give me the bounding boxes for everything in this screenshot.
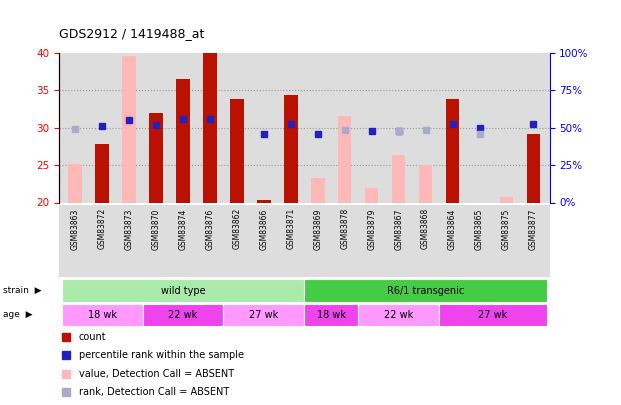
Bar <box>419 165 432 202</box>
Text: 22 wk: 22 wk <box>168 310 197 320</box>
Bar <box>61 279 304 302</box>
Bar <box>96 144 109 202</box>
Bar <box>338 116 351 202</box>
Bar <box>61 304 143 326</box>
Bar <box>257 200 271 202</box>
Bar <box>358 304 439 326</box>
Text: GSM83869: GSM83869 <box>313 208 322 249</box>
Text: GSM83871: GSM83871 <box>286 208 296 249</box>
Bar <box>304 279 547 302</box>
Text: GSM83877: GSM83877 <box>529 208 538 249</box>
Text: 18 wk: 18 wk <box>317 310 346 320</box>
Text: GSM83863: GSM83863 <box>71 208 79 249</box>
Text: GSM83874: GSM83874 <box>178 208 188 249</box>
Text: 18 wk: 18 wk <box>88 310 117 320</box>
Text: wild type: wild type <box>161 286 206 296</box>
Text: R6/1 transgenic: R6/1 transgenic <box>387 286 465 296</box>
Text: GSM83872: GSM83872 <box>97 208 107 249</box>
Bar <box>284 95 297 202</box>
Text: GSM83867: GSM83867 <box>394 208 403 249</box>
Bar <box>68 164 82 202</box>
Bar <box>224 304 304 326</box>
Text: GSM83873: GSM83873 <box>125 208 134 249</box>
Bar <box>122 56 136 202</box>
Text: 27 wk: 27 wk <box>249 310 278 320</box>
Text: 27 wk: 27 wk <box>478 310 507 320</box>
Text: value, Detection Call = ABSENT: value, Detection Call = ABSENT <box>79 369 233 379</box>
Bar <box>439 304 547 326</box>
Text: GSM83865: GSM83865 <box>475 208 484 249</box>
Text: GSM83878: GSM83878 <box>340 208 349 249</box>
Text: GSM83868: GSM83868 <box>421 208 430 249</box>
Bar <box>365 188 378 202</box>
Bar <box>176 79 190 202</box>
Text: 22 wk: 22 wk <box>384 310 413 320</box>
Text: GSM83870: GSM83870 <box>152 208 161 249</box>
Bar <box>230 99 243 202</box>
Text: GSM83862: GSM83862 <box>232 208 242 249</box>
Text: strain  ▶: strain ▶ <box>3 286 42 295</box>
Bar <box>527 134 540 202</box>
Bar <box>149 113 163 202</box>
Bar <box>304 304 358 326</box>
Text: GSM83866: GSM83866 <box>260 208 268 249</box>
Text: GDS2912 / 1419488_at: GDS2912 / 1419488_at <box>59 28 204 40</box>
Bar <box>311 178 325 202</box>
Bar <box>500 196 513 202</box>
Text: age  ▶: age ▶ <box>3 310 33 320</box>
Bar <box>59 205 550 277</box>
Bar <box>203 53 217 202</box>
Text: GSM83875: GSM83875 <box>502 208 511 249</box>
Text: count: count <box>79 332 106 342</box>
Text: GSM83879: GSM83879 <box>367 208 376 249</box>
Bar <box>446 99 460 202</box>
Text: percentile rank within the sample: percentile rank within the sample <box>79 350 243 360</box>
Text: GSM83864: GSM83864 <box>448 208 457 249</box>
Bar <box>392 155 406 202</box>
Text: rank, Detection Call = ABSENT: rank, Detection Call = ABSENT <box>79 387 229 397</box>
Text: GSM83876: GSM83876 <box>206 208 214 249</box>
Bar <box>143 304 224 326</box>
